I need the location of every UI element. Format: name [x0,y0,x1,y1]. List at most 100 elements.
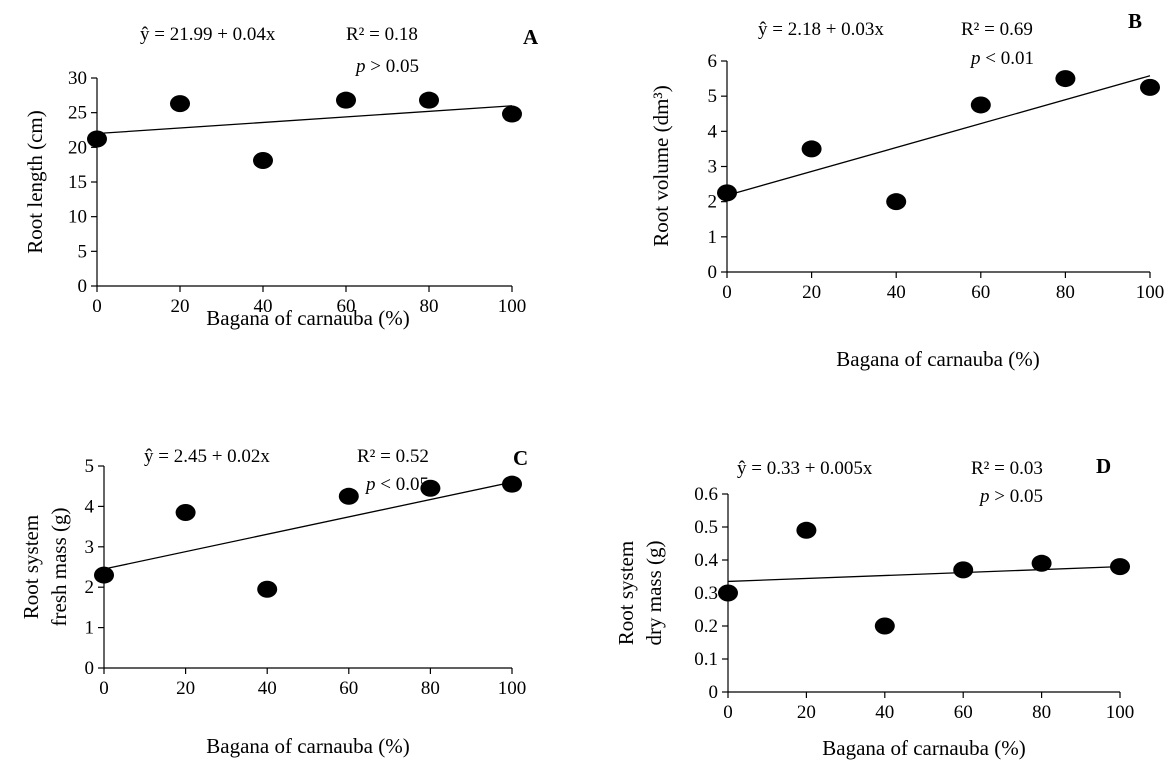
data-point [1055,70,1076,88]
x-tick-label: 0 [723,702,733,723]
chart-panel-d: 0 0.1 0.2 0.3 0.4 0.5 0.6 0 20 40 60 80 100 ŷ = 0.33 … [614,454,1134,760]
data-point [1140,78,1160,96]
x-tick-label: 100 [1136,282,1165,303]
x-axis-label: Bagana of carnauba (%) [822,736,1025,760]
r-squared-label: R² = 0.52 [357,446,429,467]
regression-line [726,75,1151,196]
r-squared-label: R² = 0.03 [971,458,1043,479]
x-axis-label: Bagana of carnauba (%) [206,734,409,758]
r-squared-label: R² = 0.18 [346,24,418,45]
y-tick-label: 0.1 [694,649,718,670]
y-tick-label: 6 [708,51,718,72]
y-tick-label: 5 [708,86,718,107]
chart-panel-a: 0 5 10 15 20 25 30 0 20 40 60 80 100 ŷ = 21.99 + 0.04… [23,24,539,330]
p-value-text: > 0.05 [990,486,1043,507]
y-tick-label: 0.2 [694,616,718,637]
p-value-text: < 0.05 [376,474,429,495]
p-value-text: > 0.05 [366,56,419,77]
p-value-label: p < 0.01 [969,48,1034,69]
data-point [874,617,895,635]
y-axis-label: dry mass (g) [642,541,666,646]
data-point [170,95,190,113]
data-point [257,580,278,598]
y-tick-label: 10 [68,207,87,228]
p-value-text: < 0.01 [981,48,1034,69]
data-point [419,91,439,109]
data-point [801,140,822,158]
data-point [338,487,359,505]
y-axis-label: Root system [19,515,43,619]
p-value-symbol: p [969,48,981,69]
data-point [175,503,196,521]
p-value-symbol: p [364,474,376,495]
p-value-label: p < 0.05 [364,474,429,495]
y-tick-label: 1 [85,618,95,639]
x-tick-label: 60 [954,702,973,723]
panel-letter: D [1096,454,1111,478]
x-tick-label: 20 [176,678,195,699]
x-tick-label: 100 [498,678,527,699]
x-tick-label: 20 [802,282,821,303]
y-tick-label: 2 [708,192,718,213]
p-value-label: p > 0.05 [978,486,1043,507]
p-value-symbol: p [978,486,990,507]
panel-letter: C [513,446,528,470]
y-tick-label: 2 [85,577,95,598]
x-tick-label: 20 [797,702,816,723]
data-point [970,96,991,114]
data-point [1110,558,1130,576]
y-tick-label: 1 [708,227,718,248]
x-tick-label: 0 [99,678,109,699]
x-tick-label: 80 [1056,282,1075,303]
data-point [253,152,273,170]
y-tick-label: 5 [78,241,88,262]
data-point [420,479,441,497]
x-axis-label: Bagana of carnauba (%) [206,306,409,330]
p-value-label: p > 0.05 [354,56,419,77]
y-tick-label: 30 [68,68,87,89]
p-value-symbol: p [354,56,366,77]
y-tick-label: 0.5 [694,517,718,538]
y-tick-label: 0 [708,262,718,283]
x-tick-label: 20 [171,296,190,317]
x-tick-label: 40 [887,282,906,303]
y-axis-label: Root volume (dm³) [649,85,673,246]
y-axis-label: fresh mass (g) [47,508,71,627]
data-point [502,105,522,123]
chart-panel-c: 0 1 2 3 4 5 0 20 40 60 80 100 ŷ = 2.45 + 0.02x R² = 0… [19,446,528,758]
data-point [94,566,114,584]
regression-equation: ŷ = 21.99 + 0.04x [140,24,276,45]
y-tick-label: 3 [708,157,718,178]
y-tick-label: 0.6 [694,484,718,505]
x-tick-label: 40 [875,702,894,723]
x-tick-label: 60 [339,678,358,699]
panel-letter: A [523,25,539,49]
regression-line [103,481,513,570]
y-tick-label: 4 [85,496,95,517]
r-squared-label: R² = 0.69 [961,19,1033,40]
x-tick-label: 0 [92,296,102,317]
x-tick-label: 80 [1032,702,1051,723]
data-point [886,193,907,211]
x-tick-label: 40 [254,296,273,317]
regression-equation: ŷ = 2.18 + 0.03x [758,19,884,40]
data-point [336,91,356,109]
y-tick-label: 0.4 [694,550,718,571]
y-tick-label: 25 [68,103,87,124]
y-tick-label: 0 [78,276,88,297]
data-point [87,130,107,148]
y-tick-label: 0 [85,658,95,679]
y-tick-label: 0 [709,682,719,703]
x-tick-label: 0 [722,282,732,303]
x-axis-label: Bagana of carnauba (%) [836,347,1039,371]
x-tick-label: 80 [421,678,440,699]
x-tick-label: 100 [1106,702,1135,723]
data-point [953,561,974,579]
y-tick-label: 0.3 [694,583,718,604]
y-tick-label: 15 [68,172,87,193]
regression-line [96,105,513,135]
regression-line [727,565,1121,583]
data-point [717,184,737,202]
x-tick-label: 60 [971,282,990,303]
